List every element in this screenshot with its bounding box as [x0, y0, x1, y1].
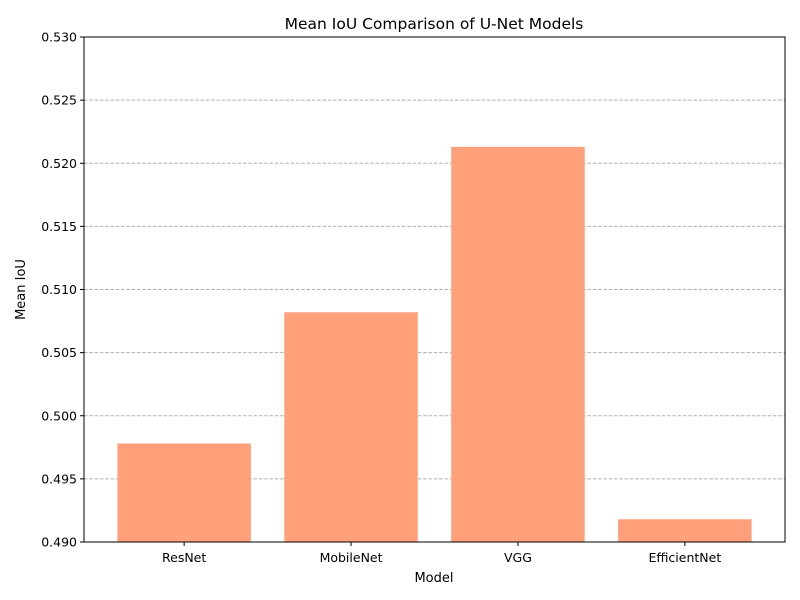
- y-tick-label: 0.525: [41, 93, 77, 108]
- y-axis-ticks: 0.490 0.495 0.500 0.505 0.510 0.515 0.520 0.525…: [41, 30, 84, 550]
- bars: [117, 146, 752, 542]
- y-tick-label: 0.495: [41, 471, 77, 486]
- y-axis-label: Mean IoU: [14, 259, 29, 320]
- chart-title: Mean IoU Comparison of U-Net Models: [285, 15, 584, 33]
- y-tick-label: 0.490: [41, 535, 77, 550]
- x-axis-ticks: ResNet MobileNet VGG EfficientNet: [162, 542, 721, 565]
- y-tick-label: 0.510: [41, 282, 77, 297]
- x-tick-label: VGG: [504, 550, 532, 565]
- y-tick-label: 0.500: [41, 408, 77, 423]
- y-tick-label: 0.520: [41, 156, 77, 171]
- y-tick-label: 0.515: [41, 219, 77, 234]
- bar-mobilenet: [284, 312, 418, 542]
- bar-vgg: [451, 146, 585, 542]
- bar-resnet: [117, 443, 251, 542]
- x-axis-label: Model: [414, 571, 453, 586]
- x-tick-label: ResNet: [162, 550, 206, 565]
- bar-efficientnet: [618, 519, 752, 542]
- x-tick-label: MobileNet: [320, 550, 383, 565]
- y-tick-label: 0.505: [41, 345, 77, 360]
- x-tick-label: EfficientNet: [648, 550, 721, 565]
- y-tick-label: 0.530: [41, 30, 77, 45]
